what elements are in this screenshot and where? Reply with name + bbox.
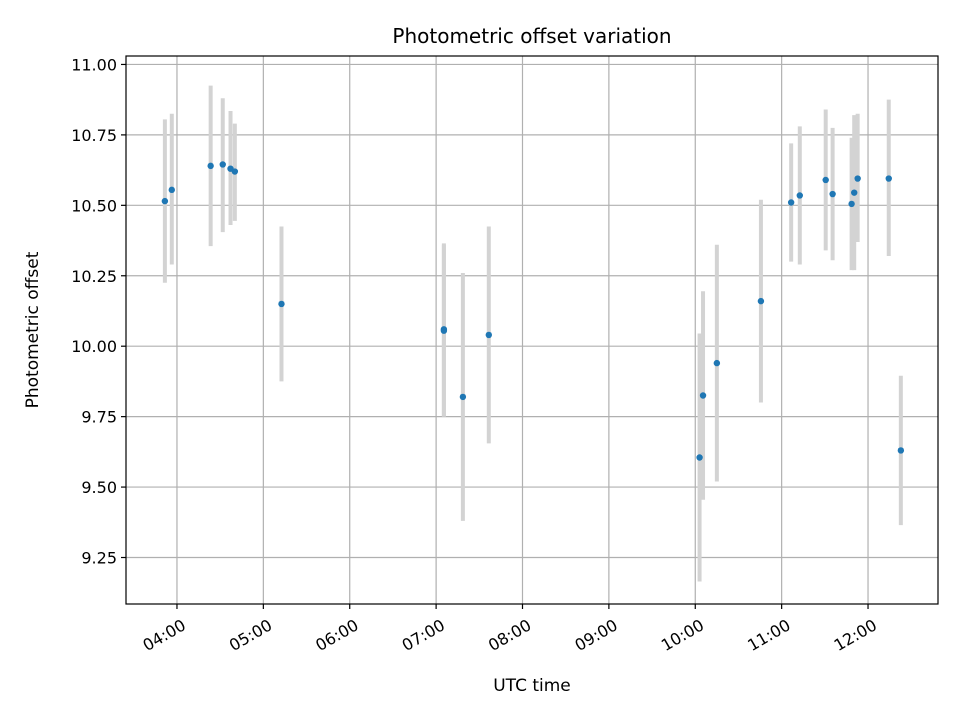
data-point [440,327,448,334]
data-point [278,300,285,308]
data-point [848,200,855,208]
y-tick-label: 10.25 [71,267,117,286]
x-axis-label: UTC time [493,676,571,696]
y-tick-label: 10.75 [71,126,117,145]
y-tick-label: 9.25 [81,549,117,568]
data-point [854,175,861,182]
data-point [231,168,239,175]
y-tick-label: 10.50 [71,196,117,215]
data-point [459,393,467,401]
data-point [485,331,493,339]
data-point [829,190,836,198]
data-point [787,199,795,206]
y-tick-label: 11.00 [71,55,117,74]
y-tick-label: 9.75 [81,408,117,427]
plot-frame [125,55,939,605]
grid-layer [126,56,938,604]
data-point [699,392,707,399]
data-point [885,175,892,182]
data-point [207,162,214,170]
data-point [796,192,803,199]
data-point [822,176,829,184]
data-point [897,447,905,454]
data-point [161,197,169,205]
point-layer [161,161,905,461]
data-point [713,359,721,367]
chart-title: Photometric offset variation [392,24,671,48]
data-point [168,186,175,194]
y-tick-label: 10.00 [71,337,117,356]
y-axis-label: Photometric offset [23,251,43,408]
y-tick-label: 9.50 [81,478,117,497]
data-point [851,189,858,196]
data-point [696,454,703,461]
data-point [219,161,226,168]
data-point [757,297,765,305]
